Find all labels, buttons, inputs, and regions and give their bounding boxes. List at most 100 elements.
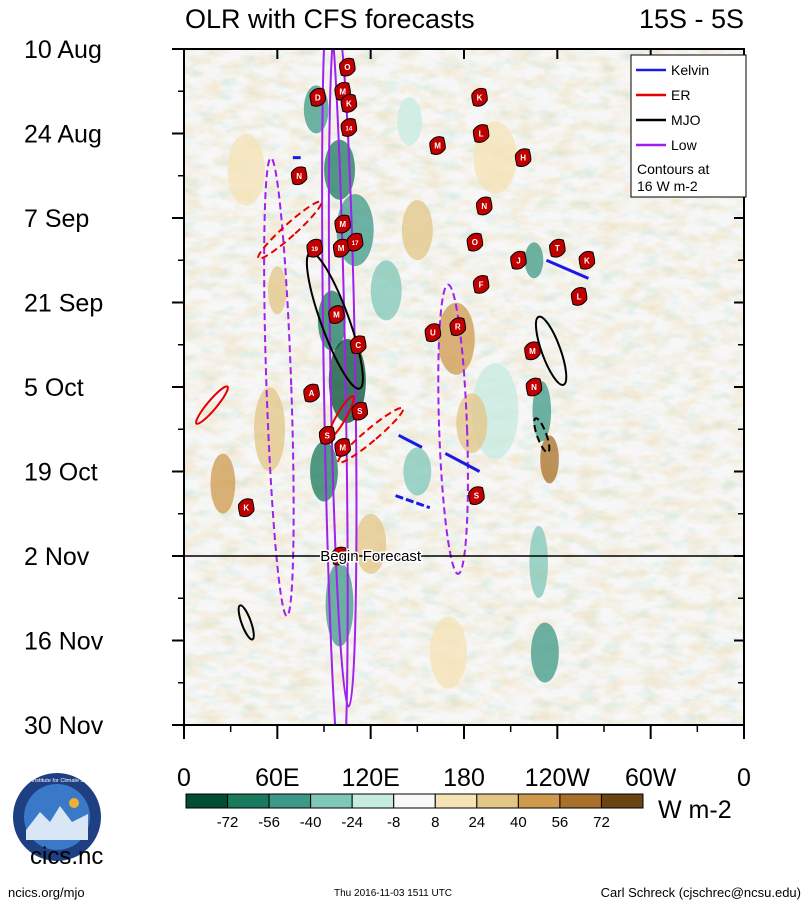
colorbar-label: -24 [341, 814, 363, 831]
storm-marker: N [475, 196, 493, 216]
anomaly-patch [268, 266, 287, 315]
er-contour [337, 406, 405, 464]
storm-marker: L [472, 124, 490, 143]
low-contour [327, 49, 358, 708]
low-contour [437, 283, 469, 575]
anomaly-patch [401, 200, 433, 261]
storm-label: L [479, 130, 484, 139]
storm-icon [449, 317, 467, 337]
storm-icon [334, 214, 351, 234]
footer-timestamp: Thu 2016-11-03 1511 UTC [334, 888, 453, 899]
y-tick-label: 7 Sep [24, 205, 89, 233]
y-tick-label: 19 Oct [24, 459, 98, 487]
mjo-contour [533, 417, 551, 454]
x-tick-label: 0 [737, 764, 751, 792]
storm-label: K [243, 504, 249, 513]
storm-icon [524, 341, 541, 361]
storm-icon [328, 305, 345, 324]
y-axis: 10 Aug 24 Aug 7 Sep 21 Sep 5 Oct 19 Oct 2 Nov 1… [24, 36, 744, 740]
storm-marker: M [524, 341, 541, 361]
colorbar-swatch [434, 793, 478, 809]
storm-marker: H [514, 148, 532, 168]
storm-icon [578, 250, 596, 270]
storm-marker: K [578, 250, 596, 270]
storm-label: N [481, 202, 487, 211]
legend-label: ER [671, 87, 690, 103]
region-label: 15S - 5S [639, 4, 744, 34]
y-tick-label: 5 Oct [24, 374, 84, 402]
storm-icon [349, 335, 367, 355]
storm-marker: S [351, 401, 369, 421]
kelvin-contour [397, 433, 423, 449]
storm-label: D [315, 93, 321, 102]
anomaly-patch [532, 381, 552, 442]
y-tick-label: 2 Nov [24, 543, 90, 571]
y-tick-label: 24 Aug [24, 121, 102, 149]
storm-label: M [339, 443, 346, 452]
kelvin-contour [444, 452, 481, 473]
anomaly-patch [540, 435, 559, 484]
storm-marker: T [549, 238, 566, 258]
storm-icon [549, 238, 566, 258]
storm-label: M [339, 87, 346, 96]
storm-label: J [516, 256, 520, 265]
anomaly-patch [325, 562, 354, 647]
storm-label: C [355, 341, 361, 350]
forecast-start-label: Begin Forecast [320, 548, 422, 565]
colorbar-label: -40 [300, 814, 322, 831]
y-tick-label: 30 Nov [24, 712, 104, 740]
storm-icon [290, 166, 308, 186]
storm-icon [472, 275, 490, 294]
storm-label: O [472, 238, 478, 247]
footer-author: Carl Schreck (cjschrec@ncsu.edu) [600, 885, 801, 900]
anomaly-patch [437, 302, 475, 375]
storm-marker: 17 [346, 232, 364, 252]
colorbar-units: W m-2 [658, 796, 732, 824]
anomaly-patch [524, 242, 544, 279]
storm-label: 17 [352, 241, 359, 247]
logo-text: cics.nc [30, 843, 104, 870]
cics-logo: Cooperative Institute for Climate and Sa… [0, 773, 114, 861]
storm-marker: S [468, 486, 485, 506]
storm-marker: 19 [306, 238, 323, 258]
storm-marker: O [466, 232, 484, 252]
colorbar-swatch [393, 793, 436, 809]
anomaly-patch [456, 393, 488, 454]
x-tick-label: 180 [443, 764, 485, 792]
storm-marker: M [334, 214, 351, 234]
storm-icon [346, 232, 364, 252]
storm-icon [318, 425, 336, 445]
storm-label: O [344, 63, 350, 72]
legend-label: Low [671, 137, 698, 153]
storm-icon [468, 486, 485, 506]
x-axis: 0 60E 120E 180 120W 60W 0 [177, 49, 751, 792]
storm-marker: O [339, 57, 356, 77]
y-tick-label: 21 Sep [24, 290, 103, 318]
colorbar-label: 24 [468, 814, 485, 831]
low-contour [321, 49, 349, 725]
x-tick-label: 120W [525, 764, 591, 792]
colorbar-swatch [351, 793, 395, 809]
colorbar-label: 72 [593, 814, 610, 831]
storm-marker: M [332, 238, 350, 258]
legend-note-line1: Contours at [637, 161, 709, 177]
storm-icon [466, 232, 484, 252]
storm-icon [332, 238, 350, 258]
storm-marker: 14 [340, 118, 358, 137]
storm-marker: A [303, 383, 320, 403]
legend-note-line2: 16 W m-2 [637, 178, 698, 194]
legend-label: MJO [671, 112, 701, 128]
storm-marker: S [318, 425, 336, 445]
colorbar-label: 8 [431, 814, 439, 831]
storm-label: 14 [346, 126, 353, 132]
storm-icon [306, 238, 323, 258]
storm-label: N [531, 383, 537, 392]
anomaly-patch [355, 513, 387, 574]
x-tick-label: 60E [255, 764, 299, 792]
colorbar-swatch [600, 793, 644, 809]
storm-icon [237, 498, 255, 518]
storm-label: K [346, 99, 352, 108]
storm-icon [514, 148, 532, 168]
storm-label: M [529, 347, 536, 356]
storm-label: S [357, 407, 363, 416]
